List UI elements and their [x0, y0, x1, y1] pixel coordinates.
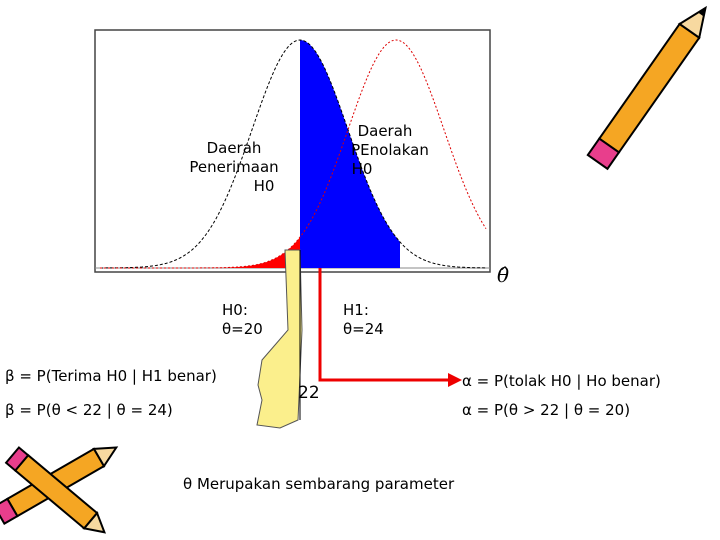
beta-region: [200, 237, 300, 268]
plot-frame: [94, 29, 491, 273]
reject-label: Daerah PEnolakan H0: [351, 122, 429, 178]
critical-value: 22: [298, 383, 320, 403]
pencil-icon-3: [4, 446, 107, 534]
beta-definition: β = P(Terima H0 | H1 benar): [5, 367, 217, 385]
alpha-definition: α = P(tolak H0 | Ho benar): [462, 372, 661, 390]
alpha-region: [300, 40, 400, 268]
accept-label: Daerah Penerimaan H0: [189, 139, 278, 195]
pencil-icon: [586, 5, 707, 171]
h0-label: H0: θ=20: [222, 301, 263, 338]
h1-label: H1: θ=24: [343, 301, 384, 338]
h1-curve: [100, 39, 487, 269]
rejection-arrow: [318, 268, 450, 382]
beta-expression: β = P(θ < 22 | θ = 24): [5, 401, 173, 419]
alpha-expression: α = P(θ > 22 | θ = 20): [462, 401, 630, 419]
note: θ Merupakan sembarang parameter: [183, 475, 455, 493]
distribution-plot: [94, 29, 491, 273]
axis-label: θ̂: [497, 263, 509, 287]
arrow-head: [448, 373, 462, 387]
acceptance-pointer: [256, 249, 303, 429]
